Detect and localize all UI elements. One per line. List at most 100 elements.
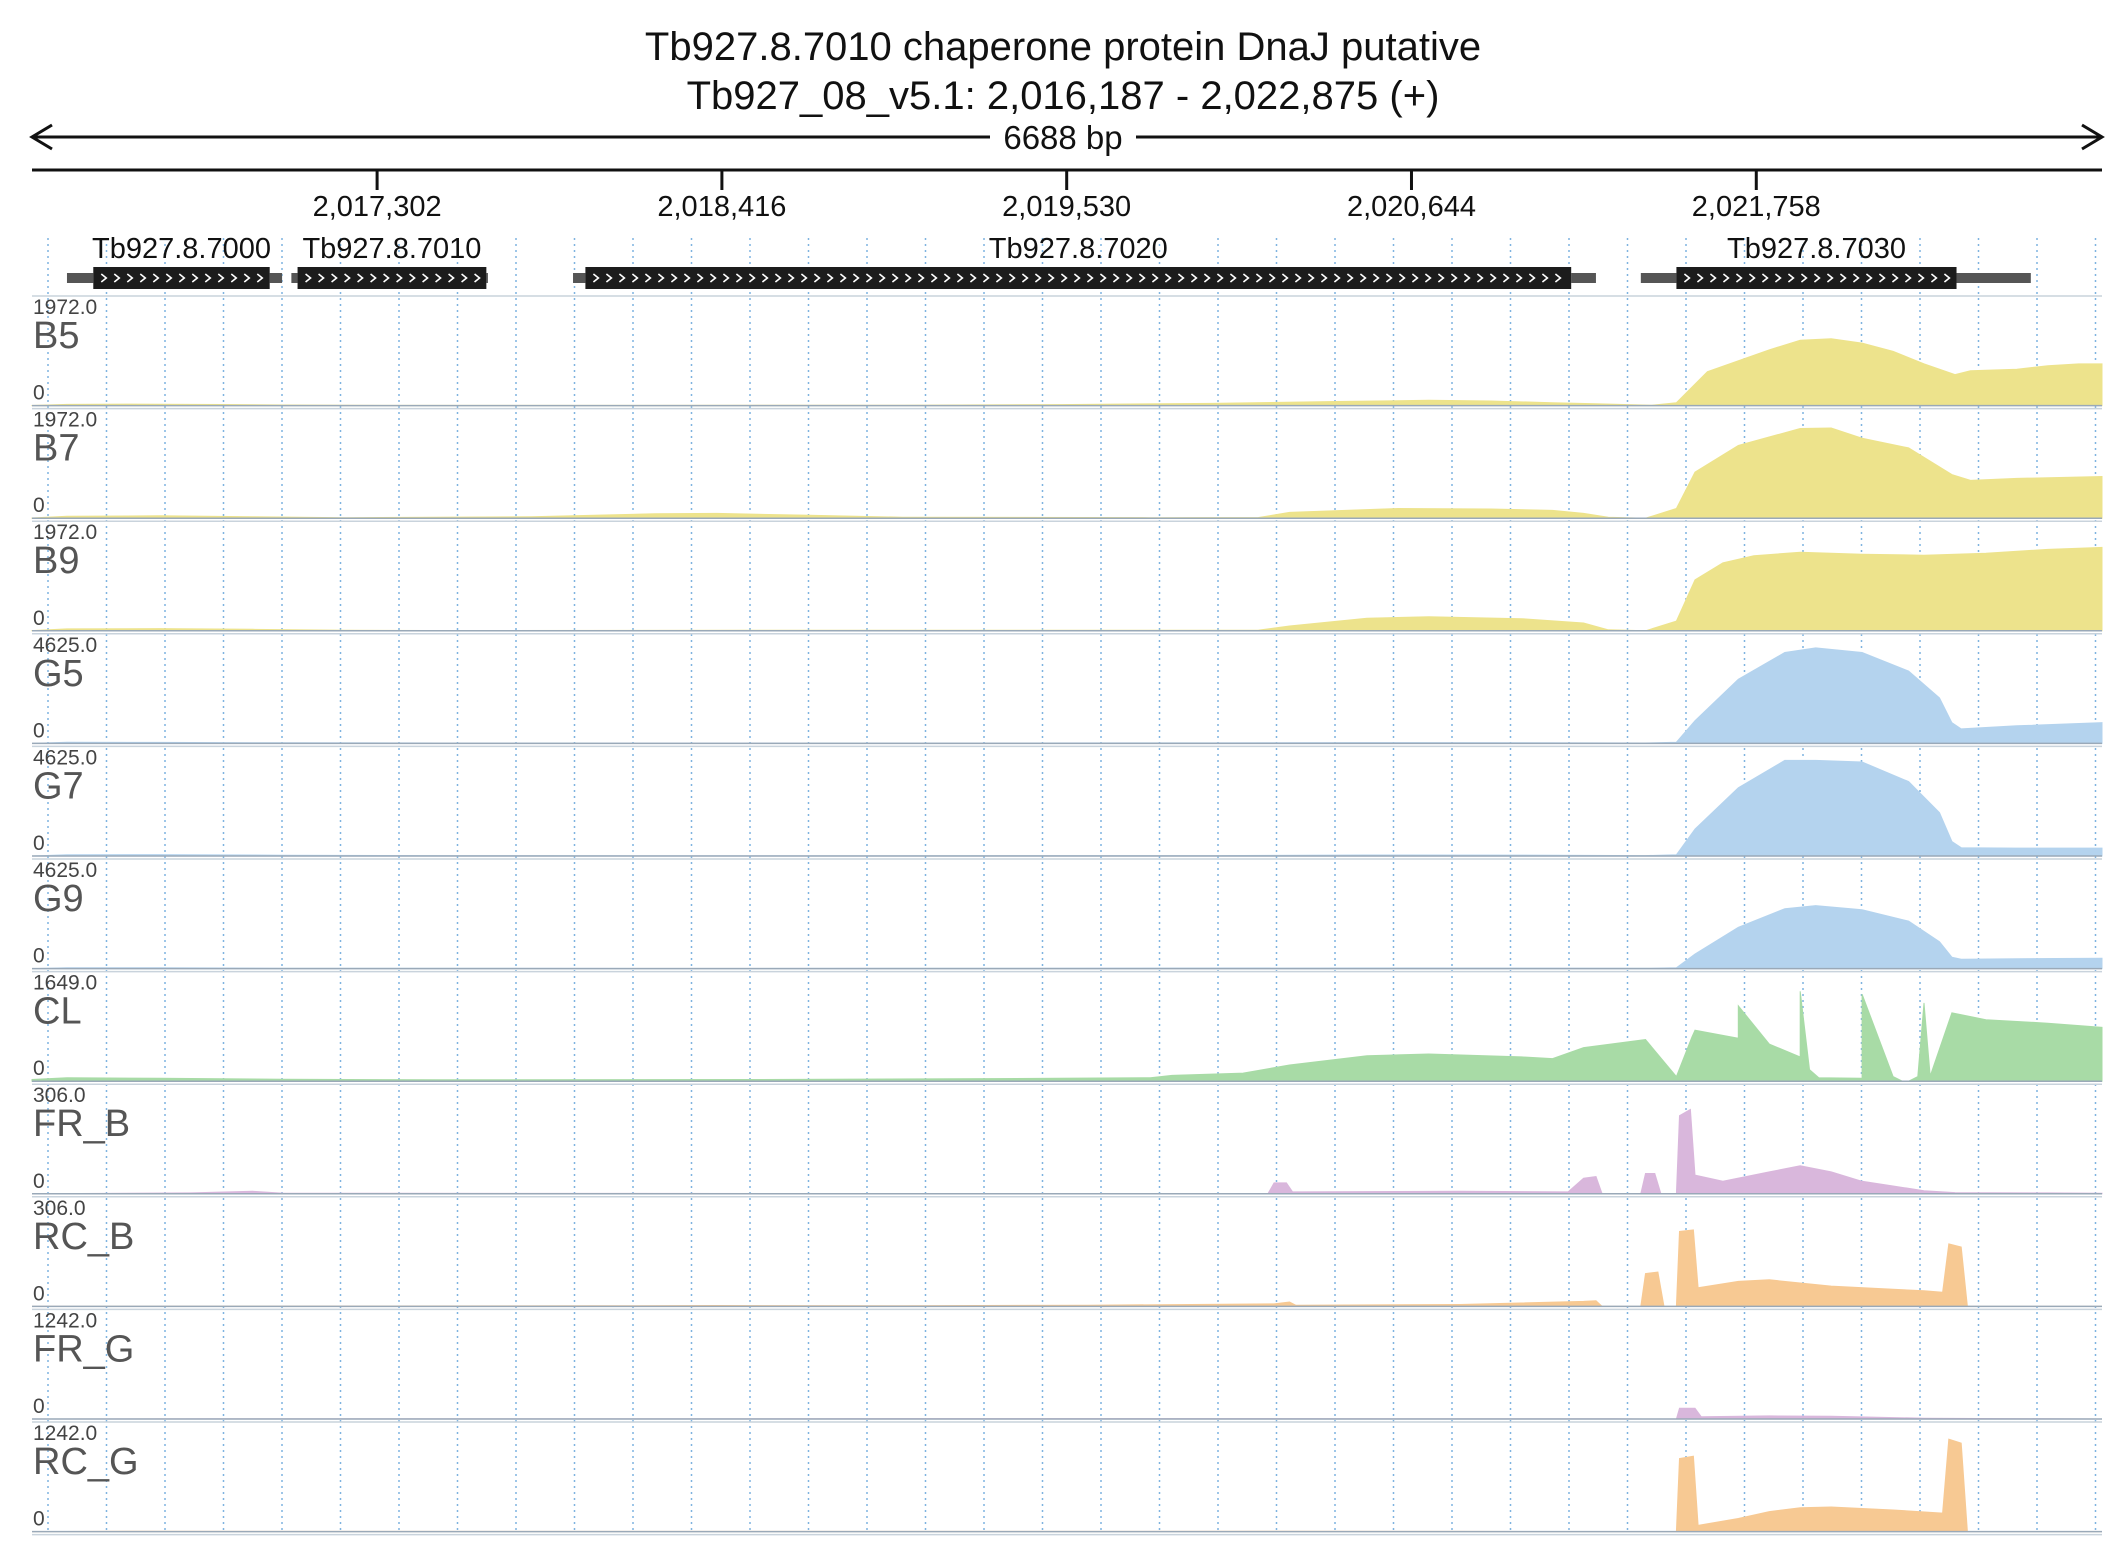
chevron-right-icon	[100, 273, 108, 283]
chevron-right-icon	[1099, 273, 1107, 283]
track-min-label: 0	[33, 832, 45, 855]
chevron-right-icon	[126, 273, 134, 283]
coverage-track: 4625.0G9 0	[31, 858, 2103, 970]
coverage-tracks: 1972.0B501972.0B701972.0B904625.0G504625…	[31, 295, 2103, 1536]
track-min-label: 0	[33, 945, 45, 968]
chevron-right-icon	[631, 273, 639, 283]
track-min-label: 0	[33, 494, 45, 517]
chevron-right-icon	[344, 273, 351, 283]
chevron-right-icon	[1216, 273, 1224, 283]
ruler-tick-label: 2,017,302	[313, 191, 442, 223]
chevron-right-icon	[1385, 273, 1393, 283]
coverage-area	[31, 427, 2103, 519]
track-max-label: 306.0	[33, 1084, 86, 1107]
chevron-right-icon	[256, 273, 264, 283]
chevron-right-icon	[618, 273, 626, 283]
track-max-label: 4625.0	[33, 859, 97, 882]
chevron-right-icon	[1008, 273, 1016, 283]
track-max-label: 4625.0	[33, 634, 97, 657]
gene-name: Tb927.8.7000	[92, 233, 271, 265]
chevron-right-icon	[1242, 273, 1250, 283]
gene-feature: Tb927.8.7000	[66, 233, 283, 289]
track-min-label: 0	[33, 607, 45, 630]
chevron-right-icon	[904, 273, 912, 283]
chevron-right-icon	[1463, 273, 1471, 283]
chevron-right-icon	[1696, 273, 1704, 283]
chevron-right-icon	[357, 273, 364, 283]
track-name-label: CL	[33, 991, 82, 1033]
coverage-area	[31, 1229, 2102, 1307]
coverage-track: 1972.0B9 0	[31, 520, 2103, 632]
chevron-right-icon	[1826, 273, 1834, 283]
chevron-right-icon	[1800, 273, 1808, 283]
chevron-right-icon	[1255, 273, 1263, 283]
chevron-right-icon	[1294, 273, 1302, 283]
chevron-right-icon	[956, 273, 964, 283]
chevron-right-icon	[1086, 273, 1094, 283]
chevron-right-icon	[1281, 273, 1289, 283]
chevron-right-icon	[1268, 273, 1276, 283]
gene-utr5	[1640, 273, 1677, 283]
gene-cds	[1676, 267, 1957, 289]
chevron-right-icon	[113, 273, 121, 283]
chevron-right-icon	[1774, 273, 1782, 283]
chevron-right-icon	[1930, 273, 1938, 283]
chevron-right-icon	[1229, 273, 1237, 283]
track-name-label: FR_G	[33, 1328, 134, 1370]
track-max-label: 4625.0	[33, 746, 97, 769]
chevron-right-icon	[448, 273, 455, 283]
chevron-right-icon	[1554, 273, 1562, 283]
chevron-right-icon	[370, 273, 377, 283]
chevron-right-icon	[787, 273, 795, 283]
chevron-right-icon	[1034, 273, 1042, 283]
chevron-right-icon	[1437, 273, 1445, 283]
chevron-right-icon	[1878, 273, 1886, 283]
chevron-right-icon	[1138, 273, 1146, 283]
chevron-right-icon	[1125, 273, 1133, 283]
chevron-right-icon	[383, 273, 390, 283]
gene-strand-chevrons	[592, 273, 1562, 283]
chevron-right-icon	[943, 273, 951, 283]
chevron-right-icon	[204, 273, 212, 283]
chevron-right-icon	[474, 273, 481, 283]
chevron-right-icon	[813, 273, 821, 283]
chevron-right-icon	[865, 273, 873, 283]
chevron-right-icon	[1307, 273, 1315, 283]
chevron-right-icon	[761, 273, 769, 283]
track-name-label: G9	[33, 878, 84, 920]
track-max-label: 1972.0	[33, 521, 97, 544]
track-name-label: B5	[33, 315, 79, 357]
gene-utr3	[269, 273, 283, 283]
track-max-label: 1242.0	[33, 1422, 97, 1445]
coverage-area	[31, 1407, 2103, 1420]
chevron-right-icon	[1112, 273, 1120, 283]
chevron-right-icon	[191, 273, 199, 283]
coverage-track: 1972.0B5 0	[31, 295, 2103, 407]
chevron-right-icon	[1813, 273, 1821, 283]
chevron-right-icon	[217, 273, 225, 283]
chevron-right-icon	[735, 273, 743, 283]
track-min-label: 0	[33, 1395, 45, 1418]
gene-annotation-track: Tb927.8.7000 Tb927.8.7010 Tb927.8.7020 Tb92…	[66, 233, 2031, 289]
chevron-right-icon	[1528, 273, 1536, 283]
chevron-right-icon	[1839, 273, 1847, 283]
coverage-track: 4625.0G7 0	[31, 745, 2103, 857]
gene-utr5	[573, 273, 586, 283]
span-arrow: 6688 bp	[29, 119, 2105, 156]
track-min-label: 0	[33, 1508, 45, 1531]
chevron-right-icon	[982, 273, 990, 283]
coverage-area	[31, 338, 2103, 407]
track-min-label: 0	[33, 719, 45, 742]
chevron-right-icon	[1489, 273, 1497, 283]
chevron-right-icon	[1177, 273, 1185, 283]
chevron-right-icon	[774, 273, 782, 283]
track-name-label: FR_B	[33, 1103, 130, 1145]
chevron-right-icon	[230, 273, 238, 283]
gene-cds	[297, 267, 487, 289]
chevron-right-icon	[409, 273, 416, 283]
chevron-right-icon	[1411, 273, 1419, 283]
chevron-right-icon	[1502, 273, 1510, 283]
chevron-right-icon	[1748, 273, 1756, 283]
chevron-right-icon	[917, 273, 925, 283]
gene-name: Tb927.8.7010	[302, 233, 481, 265]
